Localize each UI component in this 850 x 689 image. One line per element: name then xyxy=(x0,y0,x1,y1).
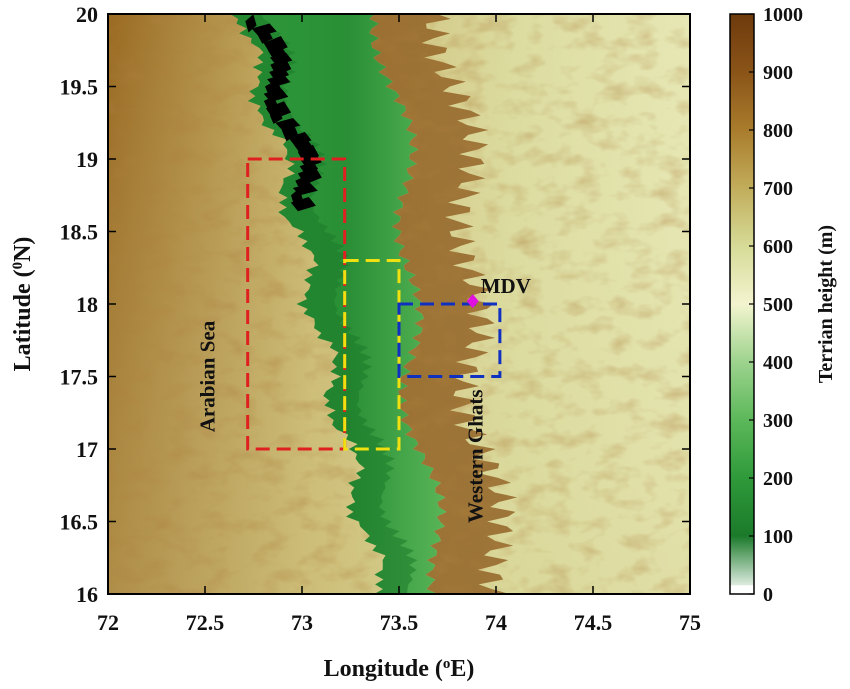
y-tick-label: 17 xyxy=(76,437,98,462)
x-tick-label: 74.5 xyxy=(574,610,613,635)
colorbar-tick-label: 100 xyxy=(763,526,793,548)
x-axis-title-main: Longitude ( xyxy=(324,656,443,682)
y-axis-title-main: Latitude ( xyxy=(10,269,36,371)
y-axis-title-superscript: 0 xyxy=(10,262,26,270)
y-axis-ticks: 16 16.5 17 17.5 18 18.5 19 19.5 20 xyxy=(60,2,690,607)
blue-box xyxy=(397,302,502,378)
y-tick-label: 16.5 xyxy=(60,510,99,535)
colorbar-tick-label: 200 xyxy=(763,468,793,490)
colorbar-tick-label: 0 xyxy=(763,584,773,606)
x-axis-title: Longitude (oE) xyxy=(324,656,475,682)
colorbar-tick-label: 1000 xyxy=(763,4,803,26)
y-tick-label: 17.5 xyxy=(60,365,99,390)
mdv-station-marker xyxy=(466,294,479,309)
x-tick-label: 75 xyxy=(679,610,701,635)
y-tick-label: 18.5 xyxy=(60,220,99,245)
western-ghats-label: Western Ghats xyxy=(463,389,487,523)
colorbar-tick-label: 700 xyxy=(763,178,793,200)
x-tick-label: 73.5 xyxy=(380,610,419,635)
y-tick-label: 18 xyxy=(76,292,98,317)
x-tick-label: 74 xyxy=(485,610,507,635)
station-group: MDV xyxy=(466,274,531,309)
x-tick-label: 72 xyxy=(97,610,119,635)
colorbar-tick-label: 500 xyxy=(763,294,793,316)
arabian-sea-label: Arabian Sea xyxy=(196,320,220,432)
colorbar-tick-label: 900 xyxy=(763,62,793,84)
y-tick-label: 16 xyxy=(76,582,98,607)
coastal-creeks xyxy=(245,14,322,212)
colorbar-ticks: 0 100 200 300 400 500 600 700 800 900 1000 xyxy=(749,4,803,606)
colorbar-zero-band xyxy=(730,585,754,594)
mdv-station-label: MDV xyxy=(481,274,531,298)
colorbar-tick-label: 400 xyxy=(763,352,793,374)
y-tick-label: 20 xyxy=(76,2,98,27)
x-axis-title-end: E) xyxy=(450,656,474,682)
x-tick-label: 72.5 xyxy=(186,610,225,635)
x-tick-label: 73 xyxy=(291,610,313,635)
region-boxes xyxy=(246,157,502,451)
y-axis-title-end: N) xyxy=(10,237,36,262)
konkan-coastal-plain xyxy=(230,14,447,594)
y-axis-title: Latitude (0N) xyxy=(10,237,36,372)
coastal-lowland xyxy=(230,14,418,594)
colorbar-title: Terrian height (m) xyxy=(815,225,837,383)
colorbar-tick-label: 600 xyxy=(763,236,793,258)
colorbar: 0 100 200 300 400 500 600 700 800 900 1000 Terrian… xyxy=(729,4,837,606)
y-tick-label: 19.5 xyxy=(60,75,99,100)
colorbar-tick-label: 800 xyxy=(763,120,793,142)
x-axis-title-superscript: o xyxy=(443,656,451,672)
y-tick-label: 19 xyxy=(76,147,98,172)
colorbar-tick-label: 300 xyxy=(763,410,793,432)
terrain-map: MDV Arabian Sea Western Ghats xyxy=(108,14,690,594)
x-axis-ticks: 72 72.5 73 73.5 74 74.5 75 xyxy=(97,14,701,635)
